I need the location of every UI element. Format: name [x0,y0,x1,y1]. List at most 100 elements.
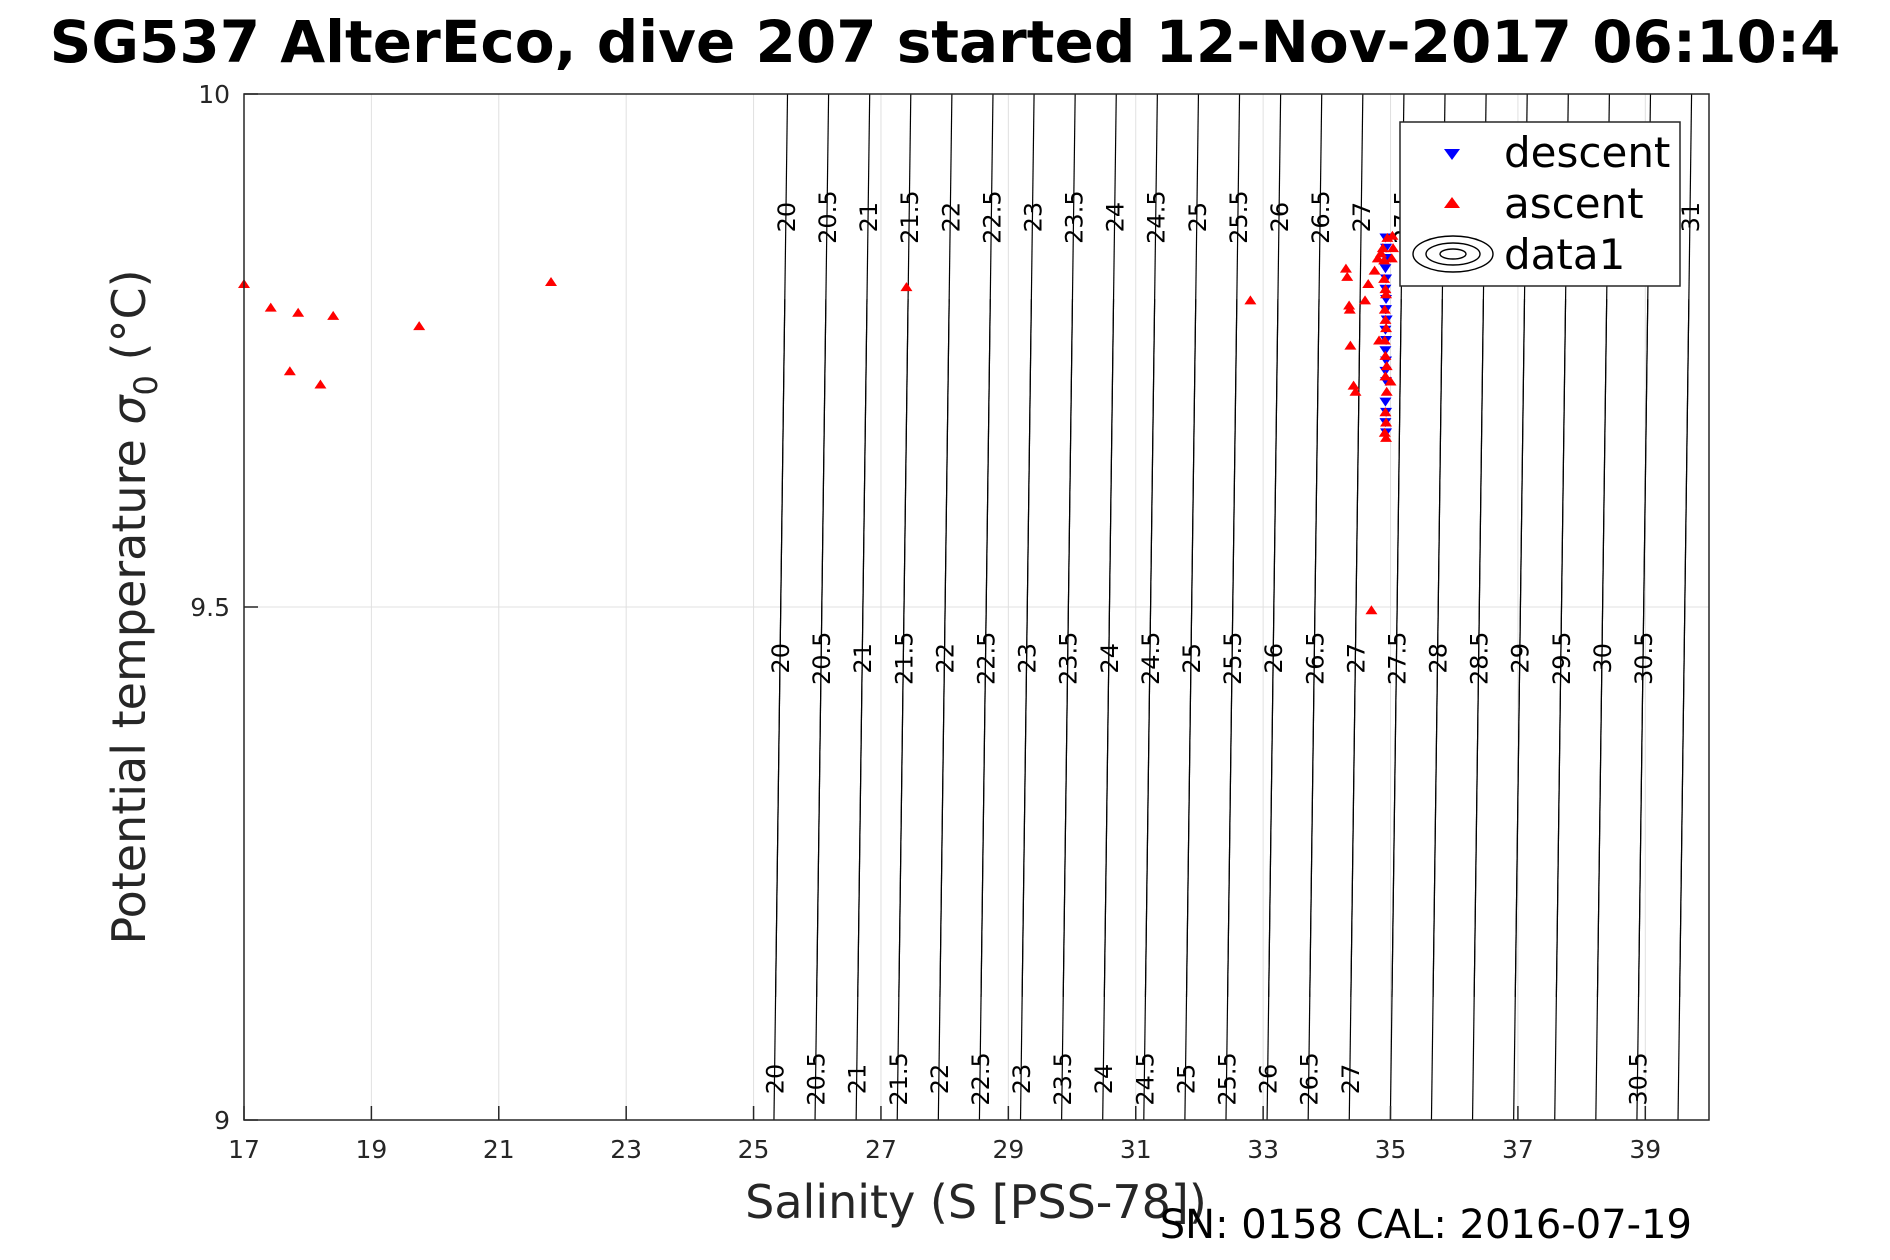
x-tick-label: 35 [1375,1135,1407,1164]
ascent-point [1387,243,1400,253]
contour-level-label: 20.5 [803,1052,831,1105]
ascent-point [1378,427,1391,437]
contour-level-label: 27 [1348,202,1376,233]
ascent-point [1341,271,1354,281]
ascent-point [1379,284,1392,294]
isopycnal-line [1062,93,1076,997]
ascent-point [1379,314,1392,324]
contour-level-label: 25 [1178,643,1206,674]
x-tick-label: 37 [1502,1135,1534,1164]
y-tick-label: 9.5 [190,593,230,622]
contour-level-label: 30.5 [1630,632,1658,685]
ascent-point [1376,243,1389,253]
y-axis-label-unit: (°C) [102,269,156,375]
contour-level-label: 23.5 [1061,190,1089,243]
isopycnal-line [939,93,953,997]
ascent-point [1344,340,1357,350]
contour-level-label: 25.5 [1225,190,1253,243]
contour-level-label: 26 [1266,202,1294,233]
ascent-point [1374,248,1387,258]
ascent-point [1378,273,1391,283]
contour-level-label: 22 [937,202,965,233]
x-tick-label: 29 [992,1135,1024,1164]
ascent-point [1343,300,1356,310]
ascent-point [1380,361,1393,371]
legend-ascent-label: ascent [1504,179,1644,228]
contour-level-label: 25.5 [1214,1052,1242,1105]
isopycnal-line [898,93,912,997]
isopycnal-line [1679,93,1693,997]
contour-level-label: 28 [1425,643,1453,674]
contour-level-label: 24 [1090,1064,1118,1095]
ascent-point [1384,376,1397,386]
y-axis-label: Potential temperature σ0 (°C) [102,269,165,944]
contour-level-label: 30.5 [1624,1052,1652,1105]
ascent-point [413,321,426,331]
contour-level-label: 21.5 [896,190,924,243]
contour-level-label: 26.5 [1301,632,1329,685]
ascent-point [314,379,327,389]
contour-level-label: 21.5 [885,1052,913,1105]
contour-level-label: 20.5 [808,632,836,685]
isopycnal-line [1144,93,1158,997]
ascent-point [1349,386,1362,396]
isopycnal-line [857,93,871,997]
ascent-point [1339,263,1352,273]
legend-descent-label: descent [1504,128,1670,177]
ascent-point [1380,323,1393,333]
isopycnal-line [1268,93,1282,997]
contour-level-label: 22 [926,1064,954,1095]
x-tick-label: 33 [1247,1135,1279,1164]
contour-level-label: 21 [849,643,877,674]
isopycnal-line [816,93,830,997]
isopycnal-line [1021,93,1035,997]
y-axis-label-symbol: σ [102,394,156,425]
contour-level-label: 25 [1172,1064,1200,1095]
contour-level-label: 26 [1260,643,1288,674]
ascent-point [292,307,305,317]
contour-level-label: 27.5 [1383,632,1411,685]
isopycnal-line [1227,93,1241,997]
ascent-point [327,310,340,320]
contour-level-label: 22.5 [973,632,1001,685]
contour-level-label: 24.5 [1131,1052,1159,1105]
ascent-point [1379,407,1392,417]
ascent-point [1244,295,1257,305]
contour-level-label: 26.5 [1307,190,1335,243]
ascent-point [1378,335,1391,345]
contour-labels: 20 20.5 21 21.5 22 22.5 23 23.5 24 24.5 25 25.5 26 26… [761,190,1704,1105]
contour-level-label: 28.5 [1466,632,1494,685]
contour-level-label: 20 [773,202,801,233]
contour-level-label: 27 [1337,1064,1365,1095]
ascent-point [1385,253,1398,263]
ascent-point [283,366,296,376]
contour-level-label: 24 [1102,202,1130,233]
contour-level-label: 23 [1014,643,1042,674]
descent-point [1379,397,1392,407]
y-tick-label: 9 [214,1106,230,1135]
x-tick-label: 19 [355,1135,387,1164]
contour-level-label: 29 [1507,643,1535,674]
contour-level-label: 26.5 [1296,1052,1324,1105]
ascent-point [1365,605,1378,615]
contour-level-label: 22.5 [978,190,1006,243]
contour-level-label: 23.5 [1055,632,1083,685]
contour-level-label: 23.5 [1049,1052,1077,1105]
contour-level-label: 21.5 [890,632,918,685]
x-tick-label: 27 [865,1135,897,1164]
contour-level-label: 30 [1589,643,1617,674]
contour-level-label: 21 [855,202,883,233]
contour-level-label: 23 [1019,202,1047,233]
y-axis-label-subscript: 0 [127,375,165,395]
isopycnal-line [1185,93,1200,997]
x-axis-ticks: 17 19 21 23 25 27 29 31 33 35 37 39 [228,1106,1661,1164]
contour-level-label: 25 [1184,202,1212,233]
x-tick-label: 17 [228,1135,260,1164]
contour-level-label: 21 [844,1064,872,1095]
legend: descent ascent data1 [1399,121,1681,287]
contour-level-label: 31 [1677,202,1705,233]
ascent-point [545,276,558,286]
x-tick-label: 31 [1120,1135,1152,1164]
contour-level-label: 24 [1096,643,1124,674]
contour-level-label: 24.5 [1137,632,1165,685]
